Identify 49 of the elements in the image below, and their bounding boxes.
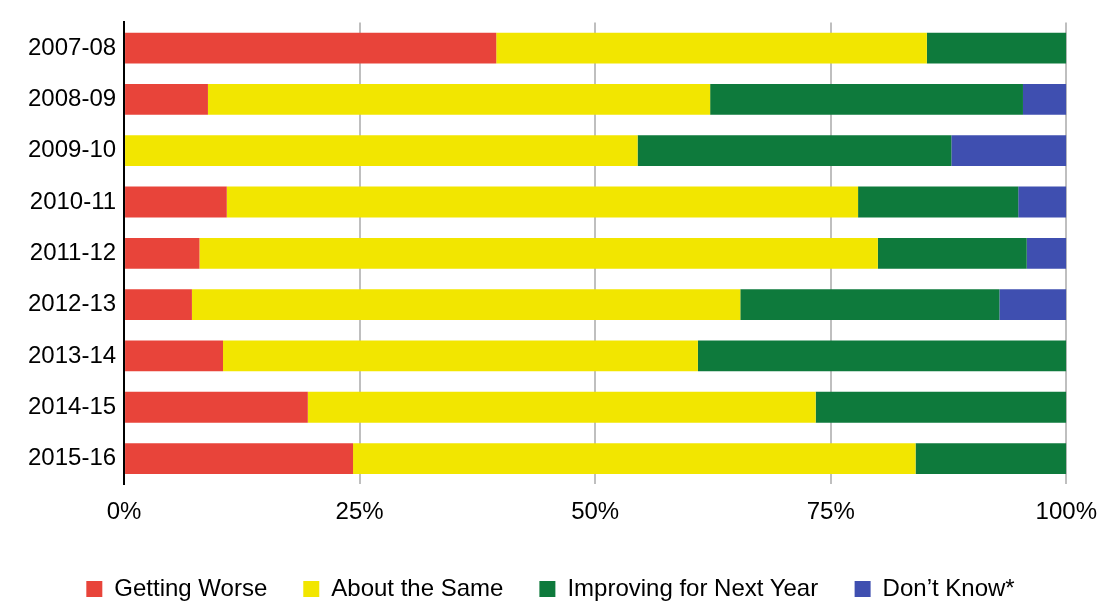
bar bbox=[915, 443, 1067, 474]
bar bbox=[697, 340, 1067, 372]
legend-label: Getting Worse bbox=[114, 573, 268, 601]
y-tick-label: 2010-11 bbox=[29, 186, 117, 214]
y-tick-label: 2011-12 bbox=[29, 237, 117, 265]
bar bbox=[1018, 186, 1067, 218]
legend-label: Improving for Next Year bbox=[567, 573, 819, 601]
bar bbox=[125, 289, 192, 320]
bar bbox=[353, 443, 916, 474]
bar bbox=[125, 135, 638, 167]
y-tick-label: 2009-10 bbox=[28, 135, 117, 163]
bar bbox=[223, 340, 698, 372]
bar bbox=[307, 391, 816, 423]
legend-label: About the Same bbox=[331, 573, 504, 601]
bar bbox=[1022, 83, 1067, 115]
bar bbox=[199, 237, 878, 269]
bar bbox=[1026, 237, 1067, 269]
x-tick-label: 100% bbox=[1035, 497, 1097, 525]
bar bbox=[496, 32, 927, 64]
bar bbox=[877, 237, 1027, 269]
bar bbox=[125, 391, 308, 423]
bar bbox=[125, 443, 354, 474]
bar bbox=[740, 289, 1000, 320]
bar bbox=[125, 83, 208, 115]
bar bbox=[637, 135, 952, 167]
bar bbox=[125, 186, 227, 218]
y-tick-label: 2008-09 bbox=[28, 83, 117, 111]
bar bbox=[207, 83, 711, 115]
bar bbox=[710, 83, 1023, 115]
legend-label: Don’t Know* bbox=[882, 573, 1015, 601]
bar bbox=[858, 186, 1019, 218]
bar bbox=[951, 135, 1067, 167]
bar bbox=[125, 32, 497, 64]
bar bbox=[226, 186, 859, 218]
bar bbox=[926, 32, 1067, 64]
y-tick-label: 2007-08 bbox=[28, 32, 117, 60]
y-tick-label: 2013-14 bbox=[28, 340, 117, 368]
bar bbox=[815, 391, 1067, 423]
x-tick-label: 25% bbox=[335, 497, 384, 525]
bar bbox=[999, 289, 1067, 320]
x-tick-label: 0% bbox=[106, 497, 142, 525]
x-tick-label: 75% bbox=[806, 497, 855, 525]
x-tick-label: 50% bbox=[571, 497, 620, 525]
y-tick-label: 2014-15 bbox=[28, 391, 117, 419]
bar bbox=[125, 340, 224, 372]
y-tick-label: 2012-13 bbox=[28, 289, 117, 317]
y-tick-label: 2015-16 bbox=[28, 443, 117, 471]
bar bbox=[125, 237, 200, 269]
bar bbox=[191, 289, 741, 320]
